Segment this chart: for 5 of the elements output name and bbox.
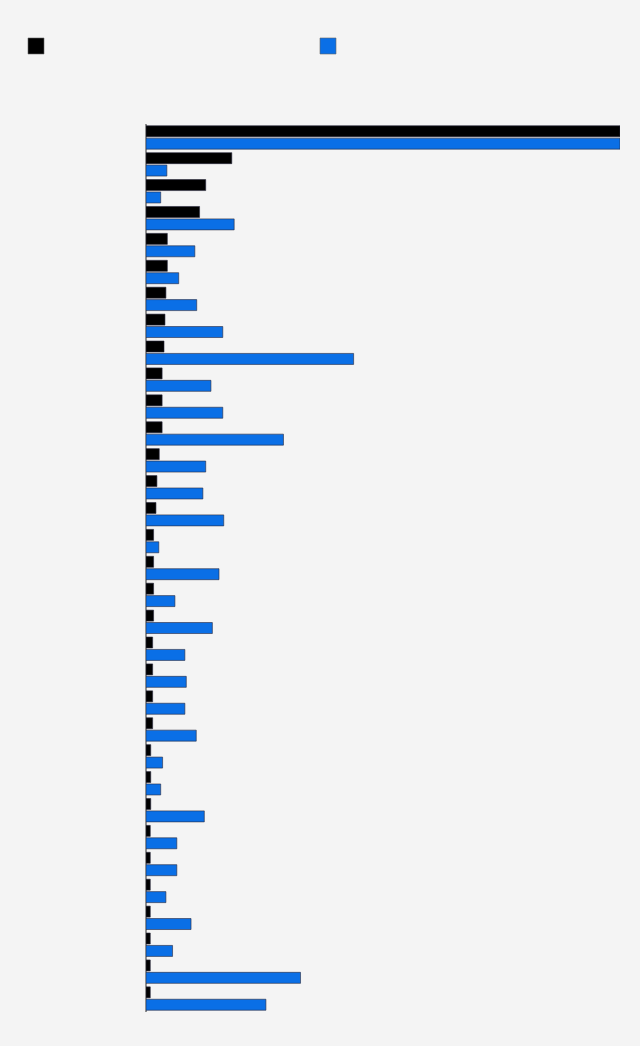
bar: [146, 125, 621, 137]
bar: [146, 433, 284, 446]
bar: [146, 137, 621, 150]
bar: [146, 353, 354, 365]
bar: [146, 972, 301, 984]
